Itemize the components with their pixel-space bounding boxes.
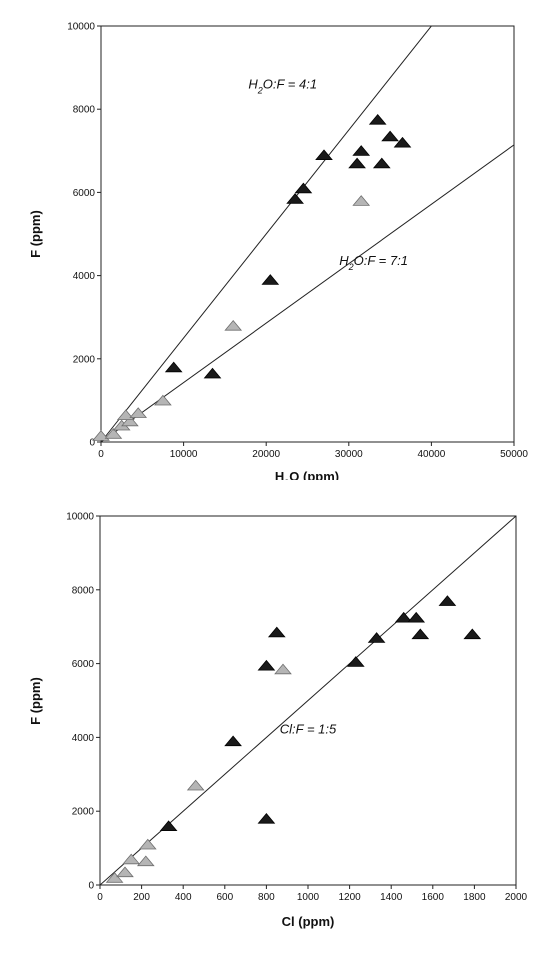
- data-point-light: [116, 409, 135, 421]
- y-tick-label: 4000: [73, 271, 96, 282]
- data-point-light: [92, 430, 110, 441]
- x-tick-label: 10000: [170, 449, 198, 460]
- y-tick-label: 10000: [66, 512, 94, 523]
- data-point-light: [224, 319, 243, 331]
- data-point-light: [352, 195, 371, 206]
- ratio-line-label: Cl:F = 1:5: [280, 722, 337, 737]
- x-tick-label: 1400: [380, 892, 403, 903]
- x-tick-label: 0: [98, 449, 104, 460]
- data-point-dark: [367, 632, 386, 643]
- data-point-dark: [411, 628, 430, 640]
- data-point-light: [129, 407, 148, 418]
- data-point-dark: [407, 611, 426, 623]
- x-tick-label: 600: [216, 892, 233, 903]
- x-tick-label: 0: [97, 892, 103, 903]
- data-point-light: [154, 394, 172, 406]
- data-point-light: [122, 853, 141, 865]
- data-point-dark: [224, 735, 242, 747]
- data-point-light: [138, 838, 157, 850]
- plot-frame: [100, 25, 515, 443]
- data-point-dark: [315, 149, 333, 161]
- chart-h2o-vs-f: 0 10000 20000 30000 40000 50000 0 2000 4000 6000…: [28, 22, 528, 481]
- data-point-light: [136, 855, 155, 867]
- data-point-dark: [257, 659, 276, 671]
- data-point-dark: [352, 145, 371, 156]
- x-tick-label: 400: [175, 892, 192, 903]
- ratio-line: [101, 144, 514, 442]
- ratio-line-label: H2O:F = 4:1: [248, 76, 317, 95]
- y-axis-title: F (ppm): [28, 677, 43, 725]
- data-point-dark: [372, 157, 391, 169]
- data-point-dark: [261, 274, 280, 285]
- data-point-dark: [257, 812, 276, 824]
- y-tick-label: 0: [89, 438, 95, 449]
- data-point-dark: [159, 820, 178, 832]
- data-point-dark: [346, 656, 365, 667]
- data-point-dark: [203, 367, 222, 379]
- x-tick-label: 2000: [505, 892, 528, 903]
- data-point-dark: [393, 136, 412, 148]
- data-point-light: [186, 779, 205, 791]
- x-tick-label: 200: [133, 892, 150, 903]
- x-axis-title: H2O (ppm): [275, 469, 339, 480]
- data-point-dark: [294, 182, 313, 194]
- data-point-light: [104, 428, 123, 439]
- x-tick-label: 50000: [500, 449, 528, 460]
- y-tick-label: 0: [88, 881, 94, 892]
- data-point-dark: [286, 193, 304, 204]
- data-point-dark: [164, 361, 183, 373]
- y-tick-label: 2000: [72, 807, 95, 818]
- y-tick-label: 8000: [72, 585, 95, 596]
- ratio-line: [101, 26, 433, 442]
- x-tick-label: 1200: [338, 892, 361, 903]
- data-point-dark: [438, 595, 457, 606]
- y-axis-title: F (ppm): [28, 210, 43, 258]
- data-point-dark: [267, 626, 286, 638]
- chart-cl-vs-f: 0 200 400 600 800 1000 1200 1400 1600 1800 2000 0 2…: [28, 512, 528, 930]
- x-tick-label: 1600: [422, 892, 445, 903]
- data-point-light: [116, 866, 134, 878]
- x-tick-label: 30000: [335, 449, 363, 460]
- x-tick-label: 20000: [252, 449, 280, 460]
- data-point-dark: [463, 628, 482, 640]
- x-tick-label: 1000: [297, 892, 320, 903]
- y-tick-label: 6000: [73, 188, 96, 199]
- x-tick-label: 40000: [417, 449, 445, 460]
- ratio-line-label: H2O:F = 7:1: [339, 253, 408, 272]
- y-tick-label: 2000: [73, 354, 96, 365]
- data-point-light: [274, 663, 292, 675]
- x-axis-title: Cl (ppm): [282, 914, 335, 929]
- x-tick-label: 1800: [463, 892, 486, 903]
- data-point-dark: [381, 130, 399, 142]
- y-tick-label: 6000: [72, 659, 95, 670]
- y-tick-label: 10000: [67, 22, 95, 33]
- y-tick-label: 8000: [73, 105, 96, 116]
- data-point-light: [121, 415, 139, 427]
- data-point-light: [105, 872, 124, 883]
- x-tick-label: 800: [258, 892, 275, 903]
- data-point-dark: [368, 113, 387, 125]
- data-point-dark: [348, 157, 366, 169]
- y-tick-label: 4000: [72, 733, 95, 744]
- data-point-dark: [394, 611, 413, 623]
